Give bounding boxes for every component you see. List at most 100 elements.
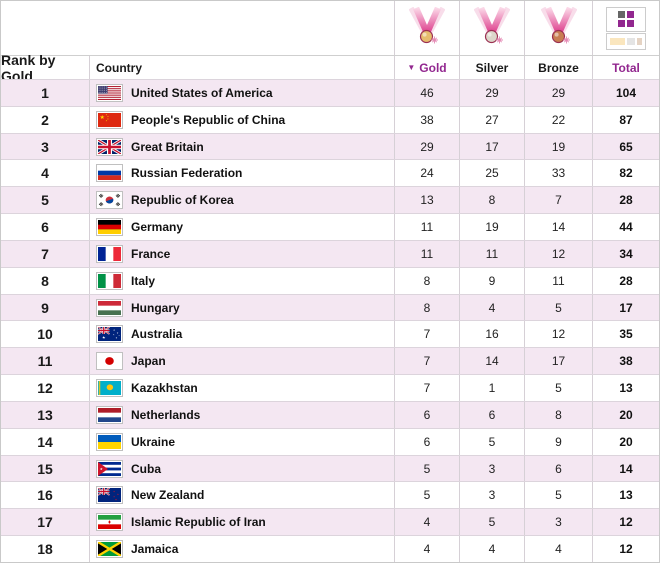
rank-cell: 6: [41, 219, 49, 236]
country-name: Kazakhstan: [131, 381, 198, 396]
column-header-bronze[interactable]: Bronze: [524, 56, 592, 79]
total-cell: 14: [592, 455, 659, 482]
flag-au-icon: [96, 325, 123, 344]
column-header-rank[interactable]: Rank by Gold: [1, 52, 89, 84]
country-cell[interactable]: People's Republic of China: [89, 106, 394, 133]
bronze-cell: 29: [524, 80, 592, 106]
gold-cell: 7: [394, 375, 459, 401]
gold-cell: 46: [394, 80, 459, 106]
country-cell[interactable]: Hungary: [89, 294, 394, 321]
column-header-gold[interactable]: ▼ Gold: [394, 56, 459, 79]
country-name: Jamaica: [131, 541, 179, 556]
country-cell[interactable]: Germany: [89, 214, 394, 240]
flag-ru-icon: [96, 164, 123, 183]
country-cell[interactable]: Islamic Republic of Iran: [89, 509, 394, 536]
country-cell[interactable]: Italy: [89, 267, 394, 294]
country-name: Islamic Republic of Iran: [131, 515, 266, 530]
country-cell[interactable]: United States of America: [89, 80, 394, 106]
flag-ir-icon: [96, 513, 123, 532]
total-cell: 34: [592, 240, 659, 267]
flag-gb-icon: [96, 137, 123, 156]
silver-cell: 16: [459, 321, 524, 348]
silver-cell: 25: [459, 160, 524, 187]
bronze-cell: 5: [524, 482, 592, 509]
country-cell[interactable]: New Zealand: [89, 482, 394, 509]
country-cell[interactable]: Russian Federation: [89, 160, 394, 187]
table-row: 10 Australia 7 16 12 35: [1, 320, 659, 348]
country-cell[interactable]: Ukraine: [89, 428, 394, 455]
flag-cu-icon: [96, 459, 123, 478]
gold-header-label: Gold: [419, 60, 447, 75]
gold-medal-icon[interactable]: [394, 1, 459, 55]
silver-cell: 27: [459, 106, 524, 133]
silver-cell: 4: [459, 294, 524, 321]
gold-cell: 6: [394, 401, 459, 428]
country-name: Netherlands: [131, 407, 201, 422]
flag-nz-icon: [96, 486, 123, 505]
total-cell: 104: [592, 80, 659, 106]
silver-cell: 1: [459, 375, 524, 401]
country-name: United States of America: [131, 85, 273, 100]
country-name: Ukraine: [131, 434, 176, 449]
view-switcher-button[interactable]: [592, 1, 659, 55]
country-cell[interactable]: Kazakhstan: [89, 375, 394, 401]
rank-cell: 11: [37, 353, 53, 370]
rank-cell: 1: [41, 84, 49, 101]
country-name: Cuba: [131, 461, 161, 476]
silver-cell: 29: [459, 80, 524, 106]
bronze-cell: 5: [524, 375, 592, 401]
rank-cell: 15: [37, 460, 53, 477]
rank-cell: 9: [41, 299, 49, 316]
silver-cell: 5: [459, 428, 524, 455]
total-cell: 35: [592, 321, 659, 348]
rank-cell: 7: [41, 245, 49, 262]
silver-cell: 3: [459, 482, 524, 509]
silver-cell: 8: [459, 187, 524, 214]
country-cell[interactable]: Republic of Korea: [89, 187, 394, 214]
bronze-cell: 12: [524, 321, 592, 348]
flag-de-icon: [96, 218, 123, 237]
silver-medal-icon[interactable]: [459, 1, 524, 55]
table-row: 9 Hungary 8 4 5 17: [1, 293, 659, 321]
country-name: Australia: [131, 327, 183, 342]
rank-cell: 4: [41, 165, 49, 182]
table-row: 18 Jamaica 4 4 4 12: [1, 535, 659, 562]
country-name: Italy: [131, 273, 156, 288]
column-header-country[interactable]: Country: [89, 56, 394, 79]
column-header-silver[interactable]: Silver: [459, 56, 524, 79]
total-cell: 20: [592, 401, 659, 428]
gold-cell: 38: [394, 106, 459, 133]
rank-cell: 3: [41, 138, 49, 155]
country-name: Russian Federation: [131, 166, 243, 181]
bronze-medal-icon[interactable]: [524, 1, 592, 55]
country-cell[interactable]: Great Britain: [89, 133, 394, 160]
flag-it-icon: [96, 271, 123, 290]
total-cell: 44: [592, 214, 659, 240]
country-cell[interactable]: Cuba: [89, 455, 394, 482]
table-row: 13 Netherlands 6 6 8 20: [1, 400, 659, 428]
total-cell: 12: [592, 536, 659, 562]
table-row: 17 Islamic Republic of Iran 4 5 3 12: [1, 508, 659, 536]
gold-cell: 7: [394, 348, 459, 375]
header-row: Rank by Gold Country ▼ Gold Silver Bronz…: [1, 52, 659, 84]
table-row: 14 Ukraine 6 5 9 20: [1, 427, 659, 455]
country-cell[interactable]: France: [89, 240, 394, 267]
country-cell[interactable]: Japan: [89, 348, 394, 375]
gold-cell: 4: [394, 509, 459, 536]
country-cell[interactable]: Netherlands: [89, 401, 394, 428]
total-cell: 82: [592, 160, 659, 187]
country-cell[interactable]: Jamaica: [89, 536, 394, 562]
bronze-cell: 4: [524, 536, 592, 562]
bronze-cell: 5: [524, 294, 592, 321]
table-row: 11 Japan 7 14 17 38: [1, 347, 659, 375]
column-header-total[interactable]: Total: [592, 56, 659, 79]
rank-cell: 12: [37, 380, 53, 397]
total-cell: 13: [592, 482, 659, 509]
country-cell[interactable]: Australia: [89, 321, 394, 348]
flag-fr-icon: [96, 244, 123, 263]
silver-cell: 14: [459, 348, 524, 375]
gold-cell: 13: [394, 187, 459, 214]
flag-jp-icon: [96, 352, 123, 371]
rank-cell: 13: [37, 406, 53, 423]
gold-cell: 5: [394, 455, 459, 482]
